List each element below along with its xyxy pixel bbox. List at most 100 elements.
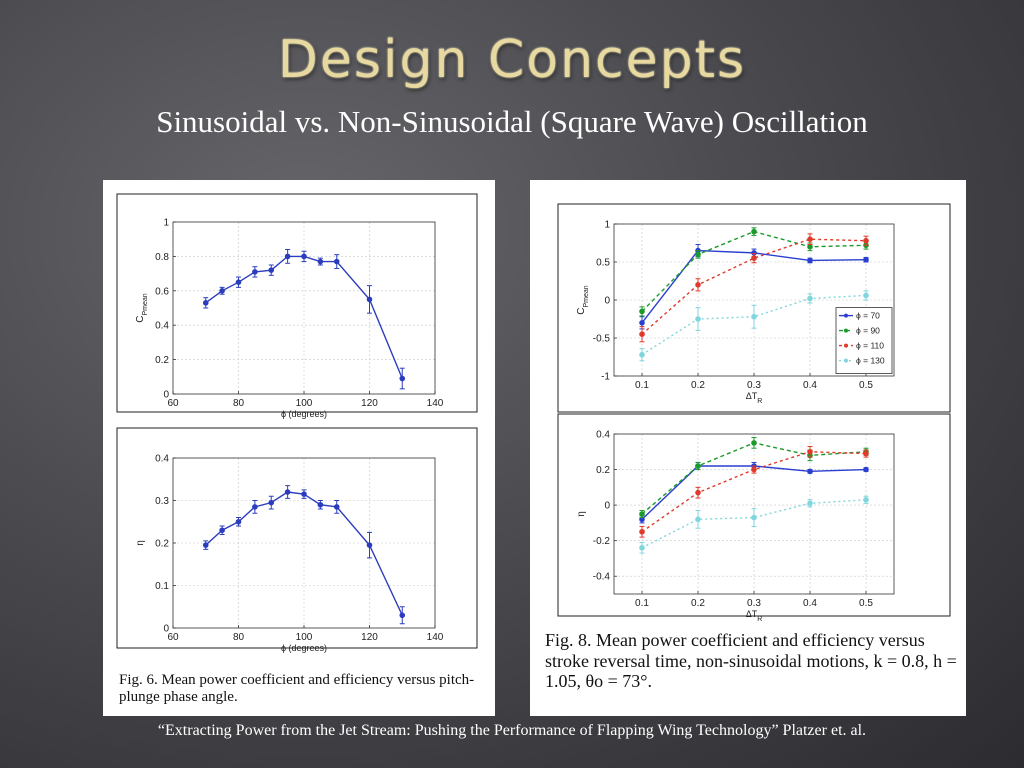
y-tick-label: -0.2 <box>593 536 611 547</box>
data-point <box>807 257 813 264</box>
legend-marker <box>844 328 848 333</box>
y-tick-label: 0.3 <box>155 496 169 507</box>
x-tick-label: 120 <box>361 398 378 409</box>
data-point <box>399 612 406 619</box>
data-point <box>219 527 225 534</box>
data-point <box>639 544 645 551</box>
data-point <box>807 244 813 250</box>
data-point <box>863 466 869 473</box>
data-point <box>284 489 291 495</box>
legend-box <box>835 307 893 374</box>
series-line <box>641 294 867 356</box>
x-tick-label: 60 <box>167 632 179 643</box>
citation: “Extracting Power from the Jet Stream: P… <box>157 722 867 739</box>
y-tick-label: 1 <box>163 218 169 229</box>
legend: ϕ = 70 ϕ = 90 ϕ = 110 ϕ = 130 <box>835 307 893 374</box>
y-tick-label: 0.1 <box>155 581 169 592</box>
data-point <box>863 450 869 457</box>
series-2 <box>639 445 869 538</box>
data-point <box>751 228 757 235</box>
y-tick-label: 0.2 <box>596 465 610 476</box>
x-tick-label: 0.1 <box>635 380 649 391</box>
data-point <box>284 253 291 260</box>
data-point <box>301 491 307 497</box>
data-point <box>863 256 869 263</box>
data-point <box>807 295 813 302</box>
y-tick-label: 0.4 <box>155 321 169 332</box>
x-tick-label: 100 <box>296 398 313 409</box>
chart-frame <box>116 193 478 413</box>
legend-label: ϕ = 130 <box>856 356 885 366</box>
data-point <box>235 518 242 525</box>
y-tick-label: 0 <box>604 501 610 512</box>
data-point <box>202 542 209 548</box>
x-axis-label: ϕ (degrees) <box>281 643 327 653</box>
y-axis-label: η <box>135 540 146 546</box>
data-point <box>639 331 645 337</box>
y-tick-label: 0.2 <box>155 355 169 366</box>
data-point <box>751 466 757 473</box>
data-point <box>252 269 258 275</box>
data-point <box>366 542 373 548</box>
y-tick-label: -1 <box>601 372 610 383</box>
series-line <box>641 238 867 335</box>
series-2 <box>639 233 869 343</box>
data-point <box>695 489 701 496</box>
data-point <box>639 320 645 326</box>
y-tick-label: 0.4 <box>155 454 169 465</box>
data-point <box>695 516 701 523</box>
chart-frame <box>116 427 478 649</box>
data-point <box>807 468 813 475</box>
legend-label: ϕ = 110 <box>856 341 884 351</box>
x-tick-label: 120 <box>361 632 378 643</box>
series-3 <box>639 495 869 554</box>
data-point <box>252 504 258 510</box>
legend-label: ϕ = 70 <box>856 311 880 321</box>
data-point <box>268 267 275 273</box>
x-tick-label: 0.4 <box>803 598 817 609</box>
data-point <box>863 292 869 299</box>
y-tick-label: 0 <box>604 296 610 307</box>
x-tick-label: 0.2 <box>691 380 705 391</box>
figure-6-caption: Fig. 6. Mean power coefficient and effic… <box>119 672 475 706</box>
data-point <box>639 351 645 358</box>
data-point <box>235 279 242 285</box>
y-tick-label: 0.4 <box>596 430 610 441</box>
data-point <box>202 300 209 306</box>
data-point <box>751 514 757 521</box>
x-tick-label: 60 <box>167 398 179 409</box>
legend-marker <box>844 313 848 318</box>
data-point <box>695 251 701 258</box>
data-point <box>695 463 701 469</box>
legend-marker <box>844 343 848 348</box>
x-tick-label: 0.5 <box>859 380 873 391</box>
data-point <box>695 282 701 288</box>
data-point <box>807 500 813 507</box>
x-axis-label: ϕ (degrees) <box>281 409 327 419</box>
chart-fig6-bottom: 60 80 100 120 140 0 0.1 0.2 0.3 0.4 ϕ (degrees) η <box>116 427 478 653</box>
figure-8-caption: Fig. 8. Mean power coefficient and effic… <box>545 630 957 692</box>
data-point <box>807 448 813 455</box>
figure-6-panel: 60 80 100 120 140 0 0.2 0.4 0.6 0.8 1 ϕ (degrees) CP… <box>103 180 495 716</box>
y-tick-label: -0.4 <box>593 572 611 583</box>
figure-8-panel: 0.1 0.2 0.3 0.4 0.5 -1 -0.5 0 0.5 1 ΔTR CPmean ϕ = 7… <box>530 180 966 716</box>
data-point <box>751 255 757 261</box>
legend-label: ϕ = 90 <box>856 326 880 336</box>
data-point <box>366 296 373 303</box>
data-point <box>639 511 645 517</box>
x-tick-label: 0.3 <box>747 598 761 609</box>
slide-subtitle: Sinusoidal vs. Non-Sinusoidal (Square Wa… <box>156 104 868 139</box>
data-point <box>301 253 307 260</box>
data-point <box>219 288 225 294</box>
y-tick-label: -0.5 <box>593 334 611 345</box>
data-point <box>317 501 324 508</box>
data-point <box>333 258 340 265</box>
y-tick-label: 0.2 <box>155 539 169 550</box>
y-tick-label: 0 <box>163 624 169 635</box>
x-tick-label: 140 <box>427 632 444 643</box>
data-point <box>751 313 757 320</box>
slide-title: Design Concepts <box>277 30 747 90</box>
